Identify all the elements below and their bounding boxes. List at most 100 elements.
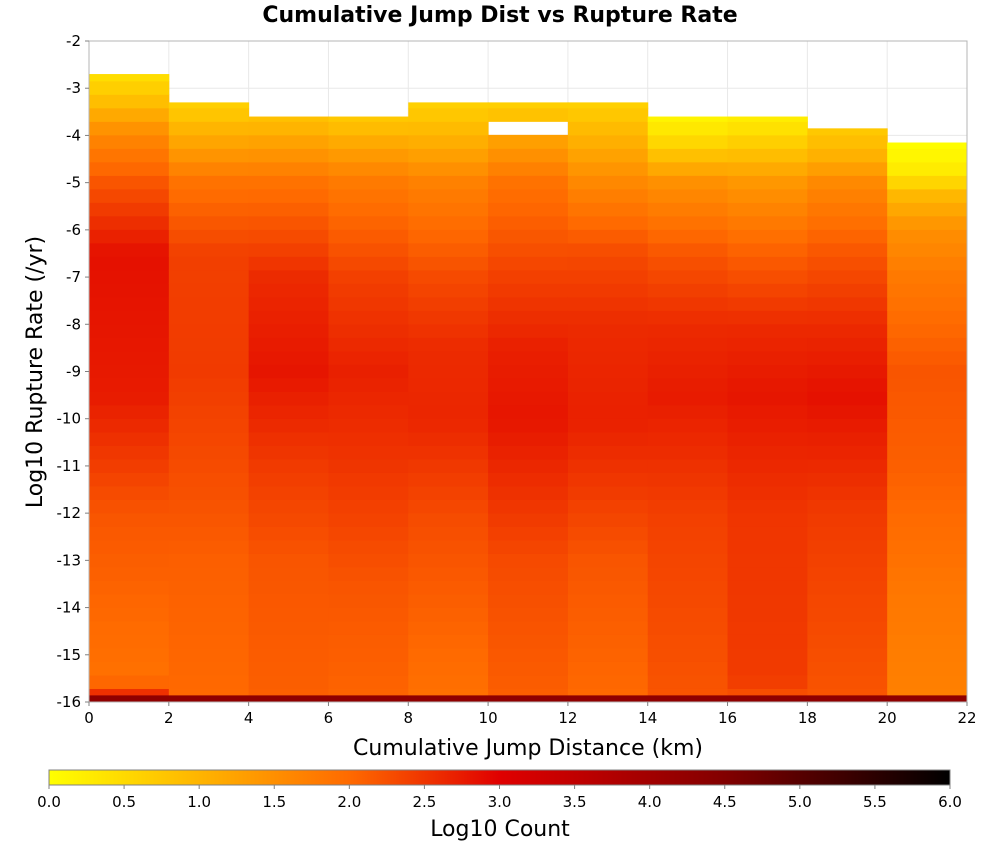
heatmap-cell xyxy=(248,161,329,176)
heatmap-cell xyxy=(248,674,329,689)
heatmap-cell xyxy=(647,593,729,608)
heatmap-cell xyxy=(567,256,649,271)
heatmap-cell xyxy=(408,661,489,676)
heatmap-cell xyxy=(887,607,968,622)
heatmap-cell xyxy=(647,485,729,500)
heatmap-cell xyxy=(647,391,729,406)
heatmap-cell xyxy=(408,472,489,487)
heatmap-cell xyxy=(647,647,729,662)
heatmap-cell xyxy=(647,445,729,460)
heatmap-cell xyxy=(168,148,250,163)
heatmap-cell xyxy=(328,485,409,500)
heatmap-cell xyxy=(168,175,250,190)
heatmap-cell xyxy=(89,620,170,635)
heatmap-cell xyxy=(89,391,170,406)
heatmap-cell xyxy=(567,188,649,203)
heatmap-cell xyxy=(328,337,409,352)
heatmap-cell xyxy=(408,566,489,581)
heatmap-cell xyxy=(567,161,649,176)
heatmap-cell xyxy=(887,674,968,689)
heatmap-cell xyxy=(89,242,170,257)
heatmap-cell xyxy=(807,269,888,284)
heatmap-cell xyxy=(328,242,409,257)
heatmap-cell xyxy=(887,175,968,190)
heatmap-cell xyxy=(408,102,489,109)
y-tick-label: -4 xyxy=(66,126,81,144)
heatmap-cell xyxy=(647,161,729,176)
heatmap-cell xyxy=(727,647,808,662)
heatmap-cell xyxy=(727,134,808,149)
y-tick-label: -3 xyxy=(66,79,81,97)
heatmap-cell xyxy=(328,202,409,217)
heatmap-cell xyxy=(807,458,888,473)
heatmap-cell xyxy=(408,121,489,136)
heatmap-cell xyxy=(168,215,250,230)
heatmap-cell xyxy=(647,620,729,635)
heatmap-cell xyxy=(408,674,489,689)
heatmap-cell xyxy=(887,445,968,460)
heatmap-cell xyxy=(887,634,968,649)
heatmap-cell xyxy=(567,310,649,325)
heatmap-cell xyxy=(89,229,170,244)
heatmap-cell xyxy=(488,418,569,433)
x-tick-label: 20 xyxy=(878,709,897,727)
heatmap-cell xyxy=(887,391,968,406)
heatmap-cell xyxy=(488,499,569,514)
heatmap-cell xyxy=(408,485,489,500)
heatmap-cell xyxy=(248,526,329,541)
heatmap-cell xyxy=(89,512,170,527)
heatmap-cell xyxy=(647,512,729,527)
heatmap-cell xyxy=(328,310,409,325)
heatmap-cell xyxy=(647,116,729,122)
heatmap-cell xyxy=(727,526,808,541)
heatmap-cell xyxy=(89,580,170,595)
heatmap-cell xyxy=(647,134,729,149)
heatmap-cell xyxy=(887,296,968,311)
heatmap-cell xyxy=(248,539,329,554)
heatmap-cell xyxy=(567,323,649,338)
heatmap-cell xyxy=(488,458,569,473)
colorbar-label: Log10 Count xyxy=(430,817,570,842)
heatmap-cell xyxy=(727,458,808,473)
heatmap-cell xyxy=(408,553,489,568)
heatmap-cell xyxy=(328,566,409,581)
heatmap-cell xyxy=(328,620,409,635)
heatmap-cell xyxy=(807,256,888,271)
heatmap-cell xyxy=(168,620,250,635)
heatmap-cell xyxy=(567,102,649,109)
heatmap-cell xyxy=(807,499,888,514)
heatmap-cell xyxy=(328,512,409,527)
heatmap-cell xyxy=(408,593,489,608)
heatmap-cell xyxy=(168,472,250,487)
heatmap-cell xyxy=(488,161,569,176)
heatmap-cell xyxy=(727,377,808,392)
heatmap-cell xyxy=(647,256,729,271)
heatmap-cell xyxy=(168,418,250,433)
heatmap-cell xyxy=(488,566,569,581)
heatmap-cell xyxy=(89,472,170,487)
heatmap-cell xyxy=(248,242,329,257)
colorbar-tick-label: 1.5 xyxy=(262,793,286,811)
heatmap-cell xyxy=(328,269,409,284)
heatmap-cell xyxy=(567,634,649,649)
heatmap-cell xyxy=(887,404,968,419)
heatmap-cell xyxy=(328,634,409,649)
colorbar-tick-label: 3.0 xyxy=(488,793,512,811)
heatmap-cell xyxy=(168,188,250,203)
heatmap-cell xyxy=(168,458,250,473)
heatmap-cell xyxy=(488,202,569,217)
heatmap-cell xyxy=(567,566,649,581)
heatmap-cell xyxy=(567,242,649,257)
heatmap-cell xyxy=(647,229,729,244)
heatmap-cell xyxy=(567,485,649,500)
heatmap-cell xyxy=(248,458,329,473)
heatmap-cell xyxy=(488,445,569,460)
heatmap-cell xyxy=(727,620,808,635)
heatmap-cell xyxy=(488,404,569,419)
heatmap-cell xyxy=(727,116,808,122)
heatmap-cell xyxy=(488,269,569,284)
heatmap-cell xyxy=(488,175,569,190)
heatmap-cell xyxy=(807,472,888,487)
heatmap-cell xyxy=(248,175,329,190)
heatmap-cell xyxy=(328,215,409,230)
